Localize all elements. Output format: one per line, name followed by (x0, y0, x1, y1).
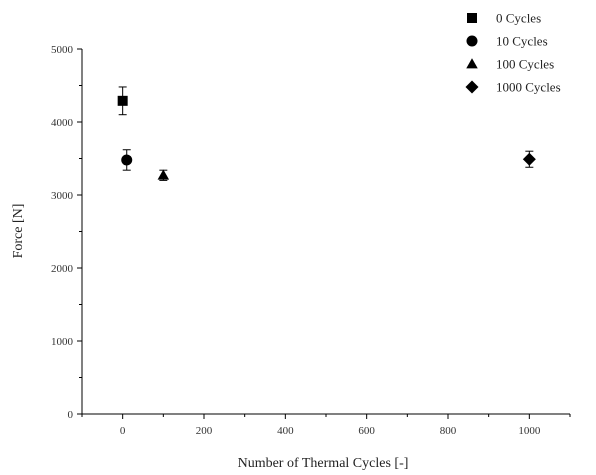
axes (81, 49, 570, 415)
y-tick-label: 4000 (51, 117, 74, 129)
y-tick-label: 0 (68, 409, 74, 421)
data-point (157, 169, 170, 181)
legend-entry: 10 Cycles (466, 34, 548, 49)
point-marker-square (117, 95, 128, 106)
y-tick-label: 2000 (51, 263, 74, 275)
y-tick-label: 1000 (51, 336, 74, 348)
x-tick-label: 1000 (518, 425, 541, 437)
data-point (121, 149, 133, 171)
y-axis-label: Force [N] (11, 204, 26, 259)
x-tick-label: 600 (358, 425, 375, 437)
data-point (522, 150, 536, 168)
y-tick-label: 3000 (51, 190, 74, 202)
x-tick-label: 400 (277, 425, 294, 437)
y-tick-label: 5000 (51, 44, 74, 56)
x-axis-label: Number of Thermal Cycles [-] (238, 456, 409, 471)
legend-label: 0 Cycles (496, 11, 541, 26)
point-marker-triangle (157, 169, 170, 180)
x-ticks: 0 200 400 600 800 1000 (81, 414, 571, 437)
legend-entry: 100 Cycles (466, 57, 554, 72)
legend-label: 10 Cycles (496, 34, 548, 49)
y-ticks: 0 1000 2000 3000 4000 5000 (51, 44, 82, 421)
legend-label: 100 Cycles (496, 57, 554, 72)
x-tick-label: 200 (196, 425, 213, 437)
legend-entry: 0 Cycles (467, 11, 541, 26)
legend-marker-triangle (466, 58, 478, 69)
data-points (117, 86, 536, 181)
x-tick-label: 800 (440, 425, 457, 437)
legend-label: 1000 Cycles (496, 80, 561, 95)
point-marker-circle (121, 154, 133, 166)
legend-marker-square (467, 13, 477, 23)
legend-marker-circle (466, 35, 478, 47)
legend: 0 Cycles 10 Cycles 100 Cycles 1000 Cycles (465, 11, 561, 95)
x-tick-label: 0 (120, 425, 126, 437)
legend-entry: 1000 Cycles (465, 80, 561, 95)
data-point (117, 86, 128, 116)
point-marker-diamond (522, 152, 536, 166)
legend-marker-diamond (465, 80, 479, 94)
